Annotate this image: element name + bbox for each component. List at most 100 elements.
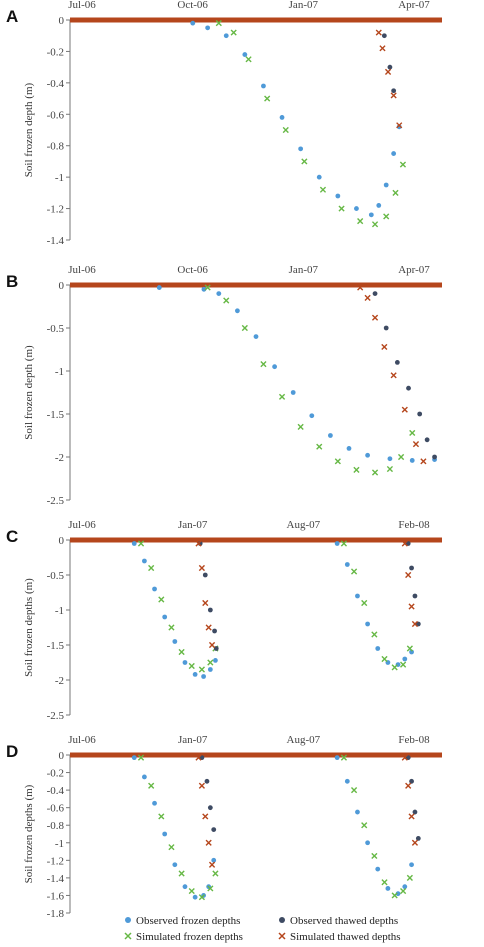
x-tick-label: Jan-07 (178, 734, 208, 746)
data-point-dot (409, 778, 414, 784)
data-point-dot (261, 83, 266, 89)
data-point-x-marker (401, 406, 408, 413)
data-point-x-marker (364, 294, 371, 301)
x-tick-label: Apr-07 (398, 0, 430, 11)
data-point-dot (192, 894, 198, 900)
data-point-x-marker (386, 465, 394, 473)
data-point-dot (242, 52, 248, 57)
data-point-dot (298, 146, 304, 152)
data-point-x-marker (188, 887, 195, 895)
data-point-dot (368, 212, 374, 218)
series-simulated-frozen (137, 754, 413, 901)
series-simulated-thawed (375, 29, 403, 129)
data-point-x-marker (353, 466, 360, 473)
y-tick-label: -0.6 (47, 109, 65, 121)
data-point-dot (387, 64, 393, 70)
y-tick-label: -1 (55, 838, 64, 850)
data-point-dot (409, 862, 414, 868)
data-point-dot (207, 805, 213, 811)
x-tick-label: Oct-06 (177, 264, 208, 276)
data-point-x-marker (215, 20, 222, 27)
data-point-x-marker (208, 861, 216, 868)
data-point-dot (190, 20, 196, 26)
data-point-dot (201, 286, 207, 292)
data-point-dot (162, 831, 168, 837)
data-point-x-marker (204, 284, 211, 291)
data-point-x-marker (384, 68, 392, 75)
data-point-x-marker (357, 284, 364, 291)
data-point-x-marker (381, 655, 388, 663)
data-point-x-marker (350, 568, 358, 575)
data-point-dot (309, 413, 315, 419)
data-point-x-marker (158, 813, 165, 820)
panel-letter: D (6, 742, 18, 761)
data-point-dot (192, 672, 198, 677)
x-tick-label: Feb-08 (398, 519, 430, 531)
data-point-x-marker (278, 393, 286, 400)
data-point-dot (204, 778, 210, 784)
data-point-x-marker (375, 29, 382, 36)
data-point-x-marker (137, 540, 145, 547)
chart-panel-a: A 0 -0.2 -0.4 -0.6 -0.8 -1 -1.2 -1.4 Soil frozen … (6, 0, 442, 247)
data-point-x-marker (148, 564, 155, 572)
series-observed-thawed (199, 755, 421, 841)
series-observed-frozen (156, 285, 437, 463)
data-point-dot (207, 667, 213, 672)
legend-label: Observed thawed depths (290, 915, 398, 927)
data-point-x-marker (399, 161, 407, 168)
data-point-x-marker (230, 29, 237, 36)
data-point-x-marker (361, 822, 368, 829)
data-point-x-marker (371, 221, 379, 228)
data-point-dot (212, 628, 217, 634)
data-point-dot (335, 193, 341, 199)
data-point-dot (202, 572, 208, 578)
series-simulated-frozen (204, 284, 416, 476)
y-tick-label: -1.4 (47, 235, 65, 247)
data-point-dot (152, 800, 157, 806)
chart-panel-c: C 0 -0.5 -1 -1.5 -2 -2.5 Soil frozen depths (m)… (6, 519, 442, 722)
data-point-dot (391, 151, 397, 156)
data-point-x-marker (198, 782, 205, 789)
legend-label: Observed frozen depths (136, 915, 240, 927)
data-point-x-marker (137, 754, 145, 761)
data-point-dot (375, 646, 381, 651)
series-simulated-frozen (215, 20, 407, 228)
data-point-dot (415, 835, 421, 841)
data-point-dot (142, 774, 147, 780)
data-point-x-marker (390, 92, 397, 99)
data-point-x-marker (350, 787, 358, 794)
data-point-dot (381, 33, 387, 39)
data-point-dot (355, 809, 360, 815)
data-point-x-marker (241, 324, 248, 332)
x-tick-label: Jul-06 (68, 264, 96, 276)
data-point-x-marker (397, 453, 405, 461)
data-point-dot (328, 433, 333, 438)
data-point-x-marker (392, 189, 399, 196)
y-tick-label: -0.5 (47, 323, 65, 335)
data-point-x-marker (405, 782, 412, 789)
data-point-dot (213, 658, 218, 663)
data-point-x-marker (158, 596, 165, 603)
data-point-x-marker (381, 879, 388, 886)
data-point-dot (205, 25, 211, 31)
data-point-dot (253, 334, 259, 339)
y-tick-label: -1.5 (47, 640, 65, 652)
data-point-x-marker (260, 361, 267, 368)
data-point-dot (432, 454, 437, 460)
data-point-dot (406, 385, 411, 391)
data-point-dot (385, 886, 391, 891)
chart-panel-d: D 0 -0.2 -0.4 -0.6 -0.8 -1 -1.2 -1.4 -1.6 -1.8 Soil… (6, 734, 442, 920)
data-point-dot (383, 182, 389, 188)
data-point-x-marker (338, 205, 345, 212)
data-point-x-marker (168, 844, 175, 851)
y-tick-label: -1.8 (47, 908, 65, 920)
legend: Observed frozen depths Observed thawed de… (124, 915, 401, 943)
data-point-dot (365, 840, 370, 846)
data-point-x-marker (148, 782, 155, 789)
data-point-dot (402, 656, 408, 662)
data-point-x-marker (371, 852, 378, 860)
series-simulated-thawed (195, 540, 419, 649)
data-point-x-marker (297, 423, 304, 430)
x-tick-label: Apr-07 (398, 264, 430, 276)
data-point-dot (213, 646, 219, 651)
